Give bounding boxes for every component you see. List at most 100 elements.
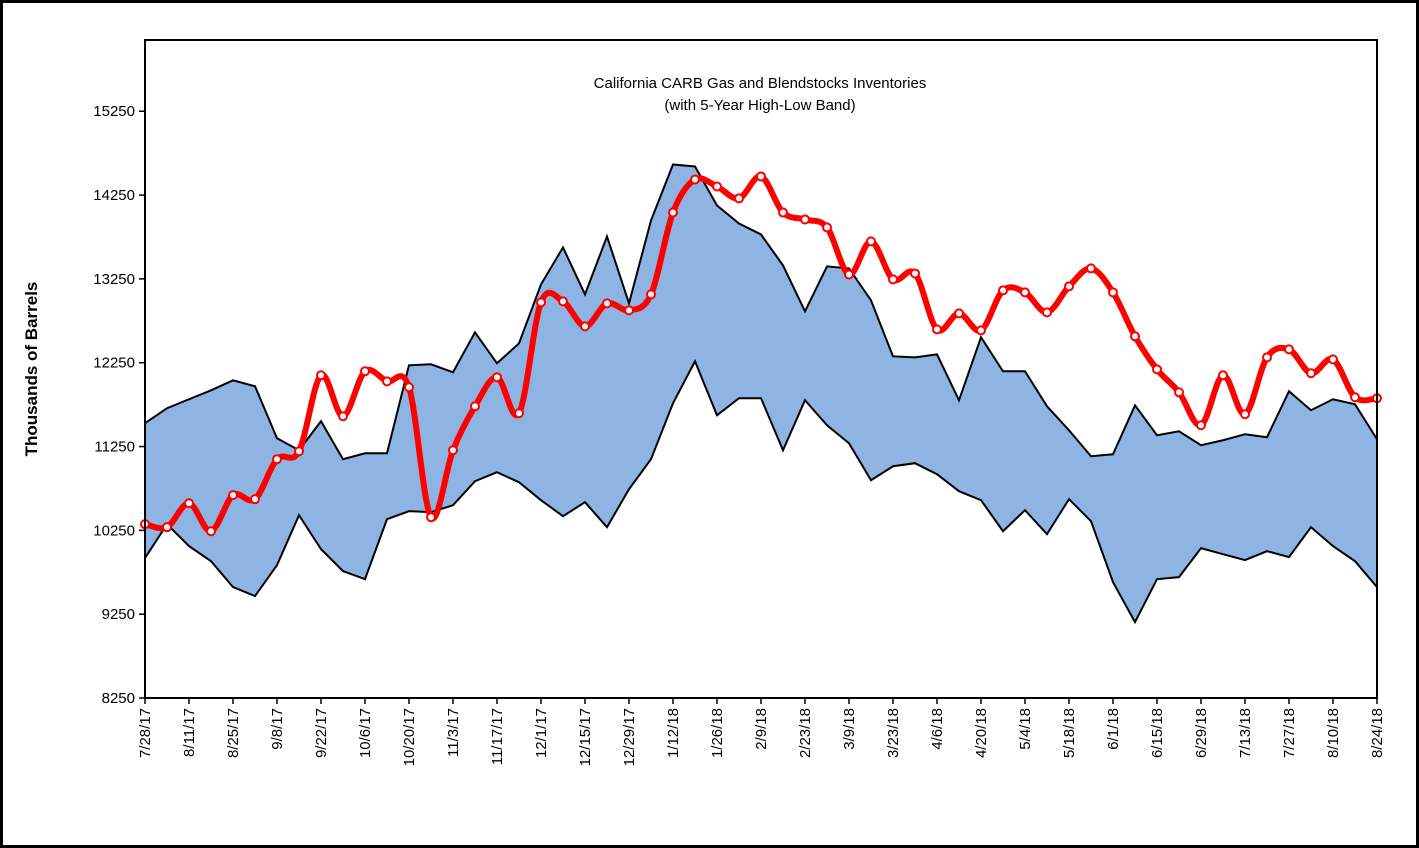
x-tick-label: 8/24/18 [1369,708,1386,758]
series-point [888,274,898,285]
x-tick-label: 5/4/18 [1017,708,1034,750]
series-point [250,494,260,505]
series-point [162,522,172,533]
series-point [800,214,810,225]
series-point [602,298,612,309]
series-point [910,268,920,279]
x-tick-label: 8/11/17 [181,708,198,757]
band-low-line [144,358,1378,625]
series-point [998,285,1008,296]
series-point [712,181,722,192]
series-point [624,305,634,316]
x-tick-label: 1/12/18 [665,708,682,758]
y-tick-label: 12250 [93,355,135,372]
series-point [426,512,436,523]
y-tick-label: 10250 [93,522,135,539]
series-point [668,207,678,218]
series-point [272,454,282,465]
series-point [360,366,370,377]
x-tick-label: 5/18/18 [1061,708,1078,758]
x-tick-label: 7/28/17 [137,708,154,758]
series-point [1328,354,1338,365]
series-point [1108,287,1118,298]
x-tick-label: 11/17/17 [489,708,506,765]
x-tick-label: 7/27/18 [1281,708,1298,758]
series-point [338,411,348,422]
series-point [778,207,788,218]
series-point [756,171,766,182]
series-line [144,173,1378,535]
chart-title: California CARB Gas and Blendstocks Inve… [594,75,927,92]
series-point [580,321,590,332]
x-tick-label: 8/10/18 [1325,708,1342,758]
band-high-line [144,163,1378,461]
series-point [1130,331,1140,342]
x-tick-label: 9/22/17 [313,708,330,758]
series-point [228,490,238,501]
series-point [866,236,876,247]
y-tick-label: 15250 [93,103,135,120]
series-point [646,289,656,300]
x-tick-label: 12/1/17 [533,708,550,758]
x-tick-label: 6/29/18 [1193,708,1210,758]
x-tick-label: 2/23/18 [797,708,814,758]
chart-subtitle: (with 5-Year High-Low Band) [664,97,855,114]
y-tick-label: 8250 [102,690,135,707]
series-point [470,401,480,412]
series-point [932,324,942,335]
x-tick-label: 8/25/17 [225,708,242,758]
series-point [404,382,414,393]
x-tick-label: 10/6/17 [357,708,374,758]
series-point [184,498,194,509]
series-point [514,408,524,419]
series-point [558,296,568,307]
series-point [1262,352,1272,363]
x-tick-label: 11/3/17 [445,708,462,757]
series-point [382,376,392,387]
series-point [954,308,964,319]
x-tick-label: 7/13/18 [1237,708,1254,758]
series-point [1042,307,1052,318]
x-tick-label: 4/6/18 [929,708,946,750]
series-point [1064,281,1074,292]
series-point [536,297,546,308]
series-point [1086,263,1096,274]
series-point [1284,344,1294,355]
y-axis-label: Thousands of Barrels [22,282,41,457]
series-point [1174,387,1184,398]
series-point [294,446,304,457]
series-point [1350,392,1360,403]
x-tick-label: 6/1/18 [1105,708,1122,750]
series-point [1218,370,1228,381]
y-tick-label: 9250 [102,606,135,623]
series-point [844,269,854,280]
series-point [1196,420,1206,431]
series-point [1306,368,1316,379]
series-point [1152,364,1162,375]
x-tick-label: 3/23/18 [885,708,902,758]
x-tick-label: 3/9/18 [841,708,858,750]
x-tick-label: 12/29/17 [621,708,638,766]
series-point [690,174,700,185]
x-tick-label: 2/9/18 [753,708,770,750]
series-point [822,222,832,233]
x-tick-label: 4/20/18 [973,708,990,758]
band-area [145,164,1377,623]
x-tick-label: 6/15/18 [1149,708,1166,758]
series-point [1240,409,1250,420]
series-point [734,193,744,204]
series-point [1020,287,1030,298]
series-point [976,325,986,336]
x-tick-label: 12/15/17 [577,708,594,766]
x-tick-label: 1/26/18 [709,708,726,758]
y-tick-label: 11250 [94,439,135,456]
series-point [448,445,458,456]
y-tick-label: 13250 [93,271,135,288]
x-tick-label: 10/20/17 [401,708,418,766]
series-point [206,526,216,537]
x-tick-label: 9/8/17 [269,708,286,750]
y-tick-label: 14250 [93,187,135,204]
series-point [492,372,502,383]
series-point [316,370,326,381]
